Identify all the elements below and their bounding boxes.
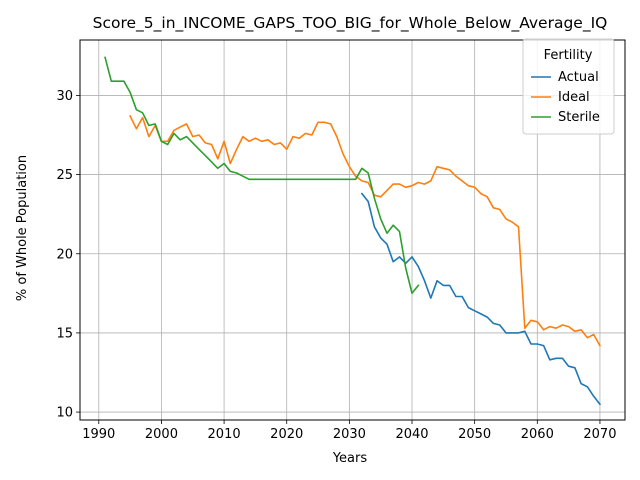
y-tick-label: 15 bbox=[56, 326, 73, 341]
series-line-sterile bbox=[104, 56, 420, 295]
series-line-ideal bbox=[129, 114, 601, 347]
x-tick-label: 2000 bbox=[145, 427, 178, 442]
legend-label: Actual bbox=[558, 70, 599, 85]
series-layer bbox=[104, 56, 602, 406]
series-line-actual bbox=[360, 192, 602, 406]
x-tick-label: 2030 bbox=[333, 427, 366, 442]
x-tick-label: 1990 bbox=[82, 427, 115, 442]
x-tick-label: 2010 bbox=[208, 427, 241, 442]
x-tick-label: 2040 bbox=[395, 427, 428, 442]
legend-label: Ideal bbox=[558, 90, 590, 105]
legend-box bbox=[522, 38, 615, 135]
legend-label: Sterile bbox=[558, 110, 600, 125]
x-axis: 1990 2000 2010 2020 2030 2040 2050 2060 2070 bbox=[82, 420, 616, 442]
x-tick-label: 2070 bbox=[583, 427, 616, 442]
y-tick-label: 25 bbox=[56, 168, 73, 183]
x-axis-label: Years bbox=[332, 451, 368, 466]
chart-title: Score_5_in_INCOME_GAPS_TOO_BIG_for_Whole… bbox=[93, 14, 608, 33]
x-tick-label: 2020 bbox=[270, 427, 303, 442]
y-axis: 10 15 20 25 30 bbox=[56, 89, 80, 421]
legend-entry-sterile: Sterile bbox=[531, 110, 600, 125]
y-tick-label: 20 bbox=[56, 247, 73, 262]
plot-frame bbox=[79, 39, 626, 421]
legend-entry-actual: Actual bbox=[531, 70, 599, 85]
y-tick-label: 30 bbox=[56, 89, 73, 104]
legend-entry-ideal: Ideal bbox=[531, 90, 590, 105]
y-tick-label: 10 bbox=[56, 406, 73, 421]
y-axis-label: % of Whole Population bbox=[15, 155, 30, 301]
x-tick-label: 2050 bbox=[458, 427, 491, 442]
legend: Fertility Actual Ideal Sterile bbox=[522, 38, 615, 135]
legend-entries: Actual Ideal Sterile bbox=[531, 70, 600, 125]
legend-title: Fertility bbox=[544, 48, 593, 63]
x-tick-label: 2060 bbox=[521, 427, 554, 442]
